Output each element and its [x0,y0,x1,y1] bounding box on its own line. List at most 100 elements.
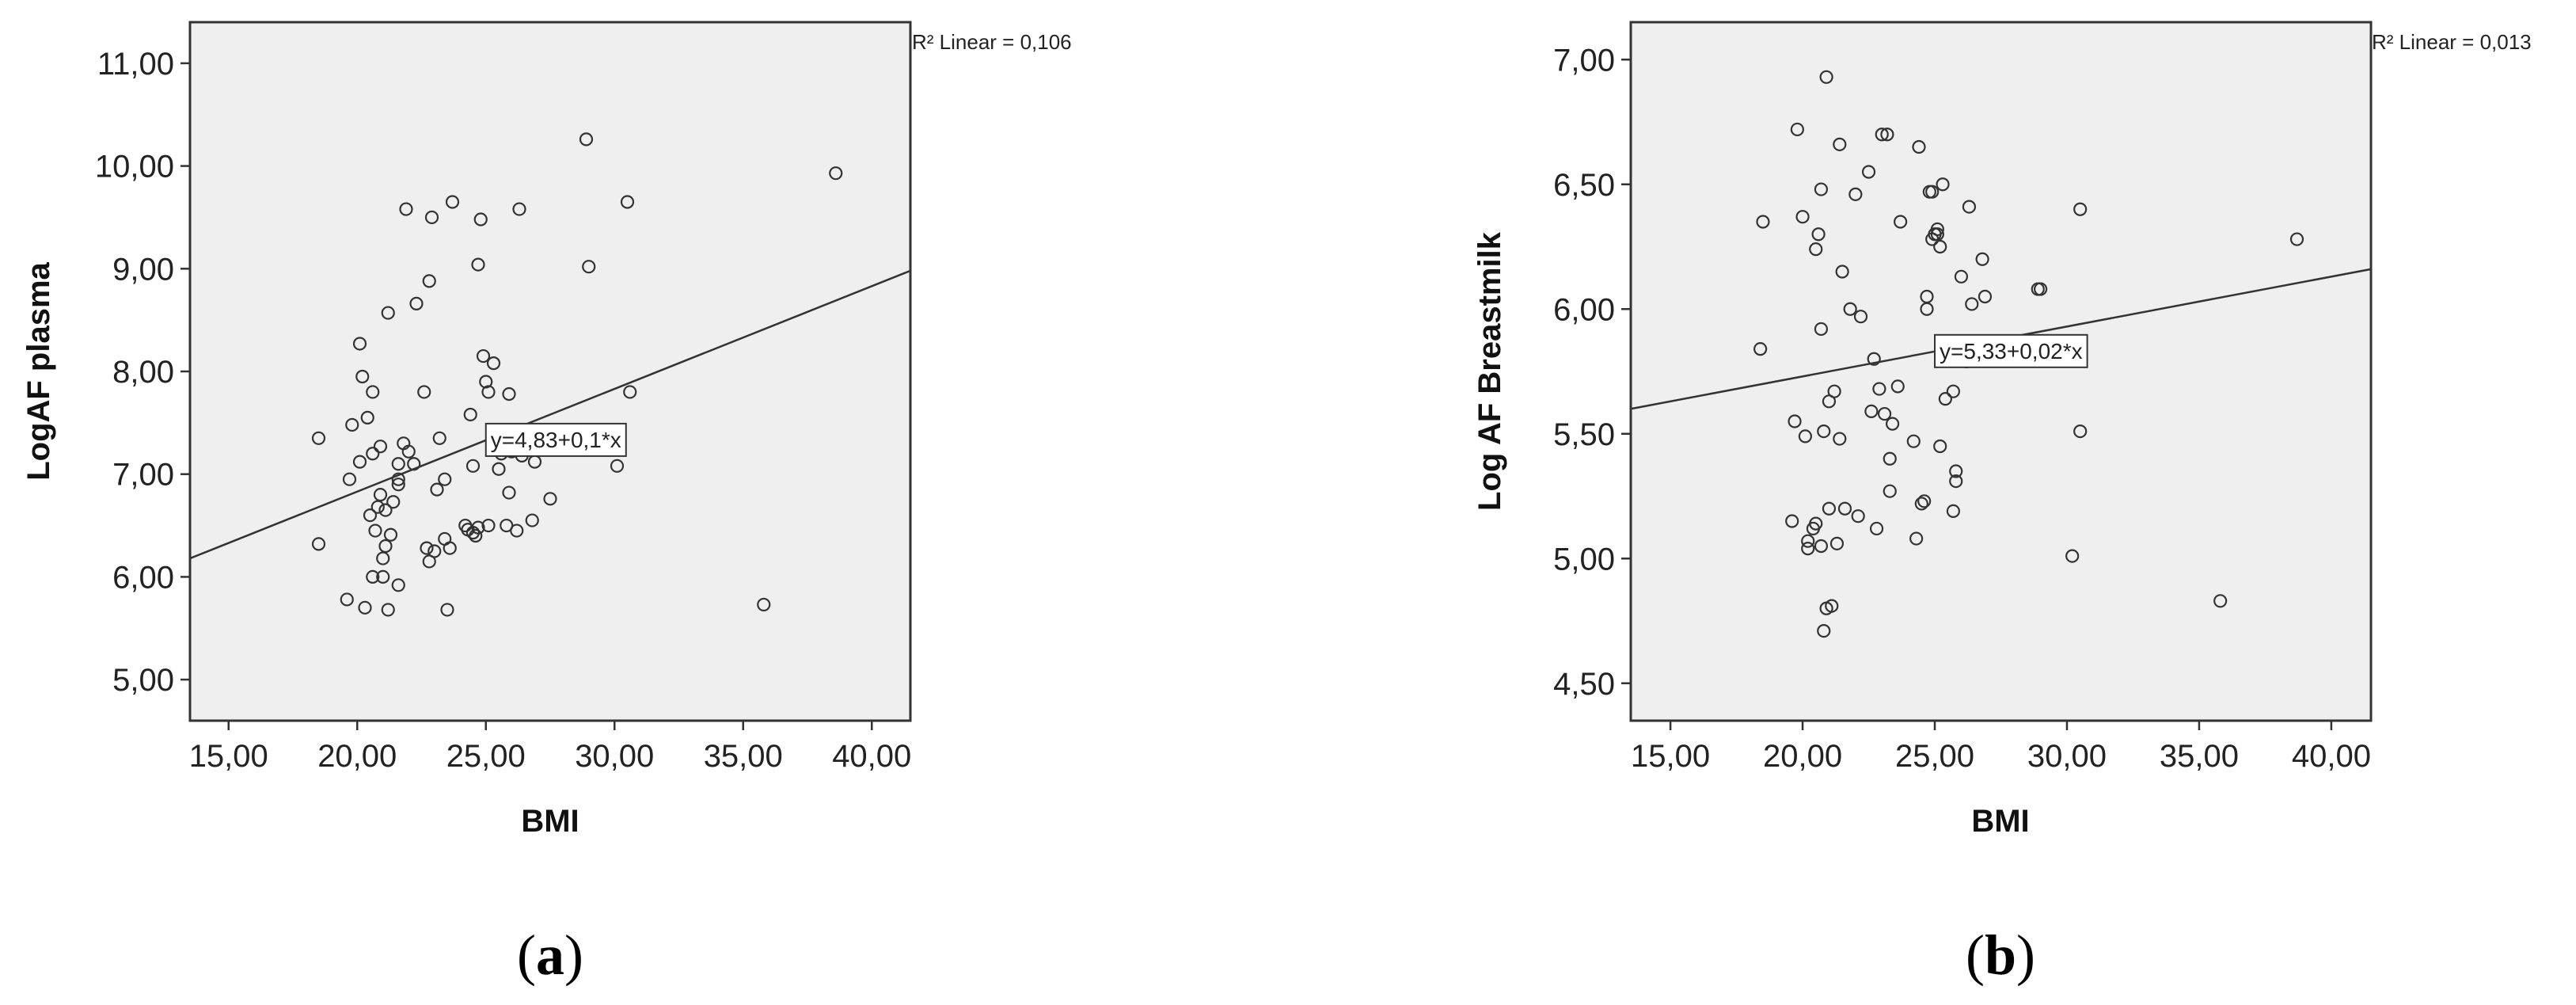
panel-b-data-point [1843,302,1857,316]
panel-b-data-point [1909,531,1924,546]
panel-b-data-point [1790,122,1804,137]
panel-b-data-point [1914,497,1928,511]
panel-a-data-point [366,447,380,461]
panel-b-data-point [1801,542,1815,556]
panel-b-data-point [1894,215,1908,229]
panel-a-data-point [352,455,367,469]
panel-b-fit-box [1934,333,2088,368]
panel-a-fit-equation: y=4,83+0,1*x [491,428,621,452]
panel-a-x-axis-title: BMI [521,804,579,839]
panel-b-data-point [1920,302,1934,316]
panel-a-fit-line [189,269,911,560]
panel-b-data-point [1853,310,1868,324]
panel-a-data-point [352,337,367,351]
panel-a-data-point [342,472,357,486]
panel-a-data-point [440,603,454,617]
panel-b-data-point [1883,484,1897,498]
panel-a-label: (a) [517,923,583,987]
panel-b-data-point [1912,139,1926,154]
panel-b-data-point [1930,227,1944,242]
panel-a-fit-equation-box: y=4,83+0,1*x [484,422,627,457]
panel-a-data-point [471,520,485,535]
panel-b-data-point [1930,222,1944,237]
panel-b-y-axis-title: Log AF Breastmilk [1472,231,1507,511]
panel-b-data-point [1756,215,1770,229]
panel-a-x-tick-label: 25,00 [446,739,526,774]
panel-a-data-point [465,459,481,473]
panel-b-data-point [1867,352,1881,366]
panel-b-data-point [1925,185,1940,199]
panel-a-data-point [366,569,380,584]
panel-b-data-point [1938,392,1952,406]
panel-a-data-point [373,488,388,502]
panel-b-y-tick-label: 5,50 [1553,417,1615,452]
panel-a-data-point [378,539,393,554]
panel-a-data-point [386,495,401,509]
panel-a-data-point [486,356,501,371]
panel-a-y-tick-label: 11,00 [97,47,174,82]
panel-b-fit-equation-box: y=5,33+0,02*x [1934,333,2088,368]
panel-b-data-point [1788,414,1802,428]
panel-b-data-point [1949,474,1963,489]
panel-b-y-tick-label: 5,00 [1553,542,1615,577]
panel-b-data-point [1817,623,1831,638]
panel-b-x-tick-label: 30,00 [2027,739,2107,774]
panel-a-y-tick-label: 6,00 [112,560,174,595]
panel-a-data-point [502,386,516,402]
panel-b-x-tick-label: 40,00 [2292,739,2371,774]
panel-a-data-point [376,569,390,584]
panel-a-data-point [757,597,771,612]
panel-b-data-point [1848,187,1863,201]
panel-a-data-point [471,257,485,272]
panel-a-data-point [376,551,390,565]
panel-b-data-point [2073,202,2088,216]
panel-a-data-point [510,523,524,538]
panel-b-fit-equation: y=5,33+0,02*x [1940,339,2083,364]
panel-b-data-point [1946,384,1960,398]
panel-b-data-point [2065,549,2080,563]
panel-b-data-point [2289,232,2304,246]
panel-b-data-point [1877,406,1892,421]
panel-a-y-axis-title: LogAF plasma [21,261,56,480]
panel-b-data-point [2213,594,2228,608]
panel-a-data-point [409,296,424,310]
panel-b-data-point [1827,384,1841,398]
panel-a-x-tick-label: 30,00 [575,739,654,774]
panel-b-data-point [1975,252,1989,266]
panel-b-data-point [1861,165,1876,179]
panel-a-data-point [417,385,431,399]
panel-a-data-point [502,485,516,500]
panel-a-data-point [481,385,496,399]
panel-b-data-point [1809,516,1823,531]
panel-a-data-point [381,603,395,617]
panel-a-data-point [370,500,385,514]
panel-a-y-tick-label: 9,00 [112,252,174,287]
panel-b-data-point [1851,509,1865,523]
panel-b-data-point [1822,501,1837,516]
panel-a-data-point [311,537,326,551]
panel-b-data-point [1978,289,1993,304]
panel-a-data-point [430,482,444,497]
panel-b-data-point [1949,464,1963,478]
panel-b-y-tick-label: 6,50 [1553,168,1615,203]
panel-a-data-point [620,195,635,209]
panel-b-label: (b) [1966,923,2035,987]
panel-b-data-point [1880,128,1894,142]
panel-a-data-point [358,600,372,615]
panel-a-data-point [473,212,488,227]
panel-a-data-point [582,260,596,274]
panel-a-data-point [422,274,436,288]
panel-a-data-point [512,202,526,216]
panel-a-y-tick-label: 10,00 [95,150,174,185]
panel-b-y-tick-label: 7,00 [1553,43,1615,78]
panel-a-x-tick-label: 15,00 [189,739,268,774]
panel-b-x-tick-label: 20,00 [1763,739,1842,774]
panel-a-data-point [438,472,452,486]
panel-a-data-point [373,440,388,454]
panel-a-y-tick-label: 5,00 [112,663,174,698]
panel-b-y-tick-label: 4,50 [1553,667,1615,702]
panel-b-data-point [1906,434,1921,448]
panel-a-data-point [424,210,439,225]
panel-a-data-point [525,513,539,527]
panel-a-data-point [579,132,594,147]
